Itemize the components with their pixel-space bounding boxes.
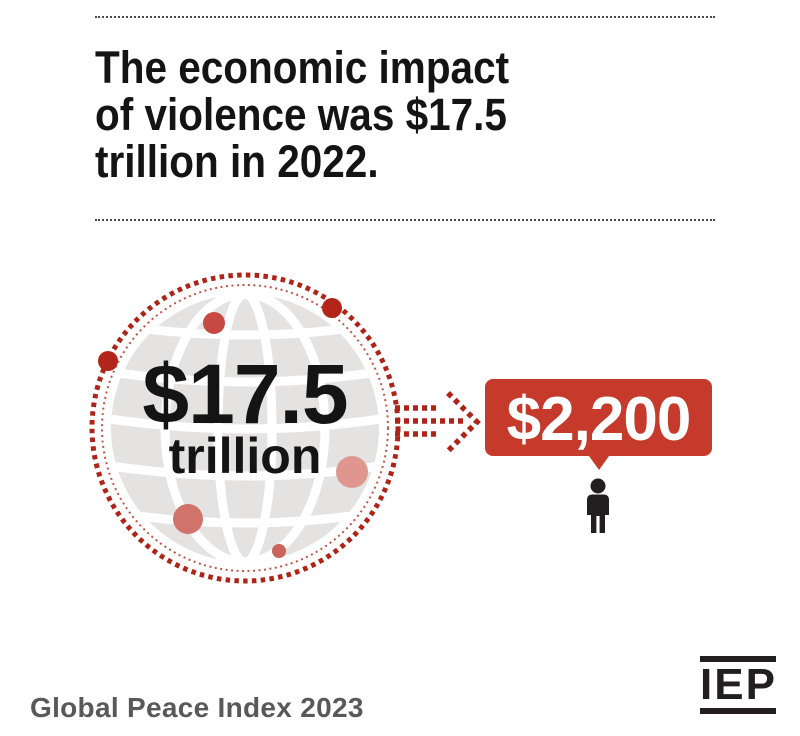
dotted-divider-top [95,16,715,18]
person-icon [587,478,609,533]
iep-logo-text: IEP [700,660,777,709]
dotted-orbit-inner [101,284,389,572]
orbit-dot [322,298,342,318]
total-impact-value: $17.5 [142,347,348,441]
dotted-orbit-outer [89,272,401,584]
headline-line-2: of violence was $17.5 [95,89,507,140]
dotted-arrow-icon [395,391,481,453]
globe-grid-icon [89,272,401,584]
per-person-value: $2,200 [506,385,692,454]
iep-logo-top-bar [700,656,776,662]
total-impact-unit: trillion [168,428,322,484]
globe-label: $17.5 trillion [85,257,405,577]
headline: The economic impact of violence was $17.… [95,44,509,185]
orbit-dot [98,351,118,371]
callout-tail [588,456,609,470]
orbit-dot [272,544,286,558]
headline-line-3: trillion in 2022. [95,136,379,187]
source-label: Global Peace Index 2023 [30,692,364,723]
orbit-dot [336,456,368,488]
iep-logo: IEP [700,656,776,714]
orbit-dot [203,312,225,334]
globe-graphic: $17.5 trillion [85,268,405,588]
headline-line-1: The economic impact [95,42,510,93]
orbit-dot [173,504,203,534]
per-person-callout: $2,200 [485,379,712,470]
dotted-divider-bottom [95,219,715,221]
iep-logo-bottom-bar [700,708,776,714]
